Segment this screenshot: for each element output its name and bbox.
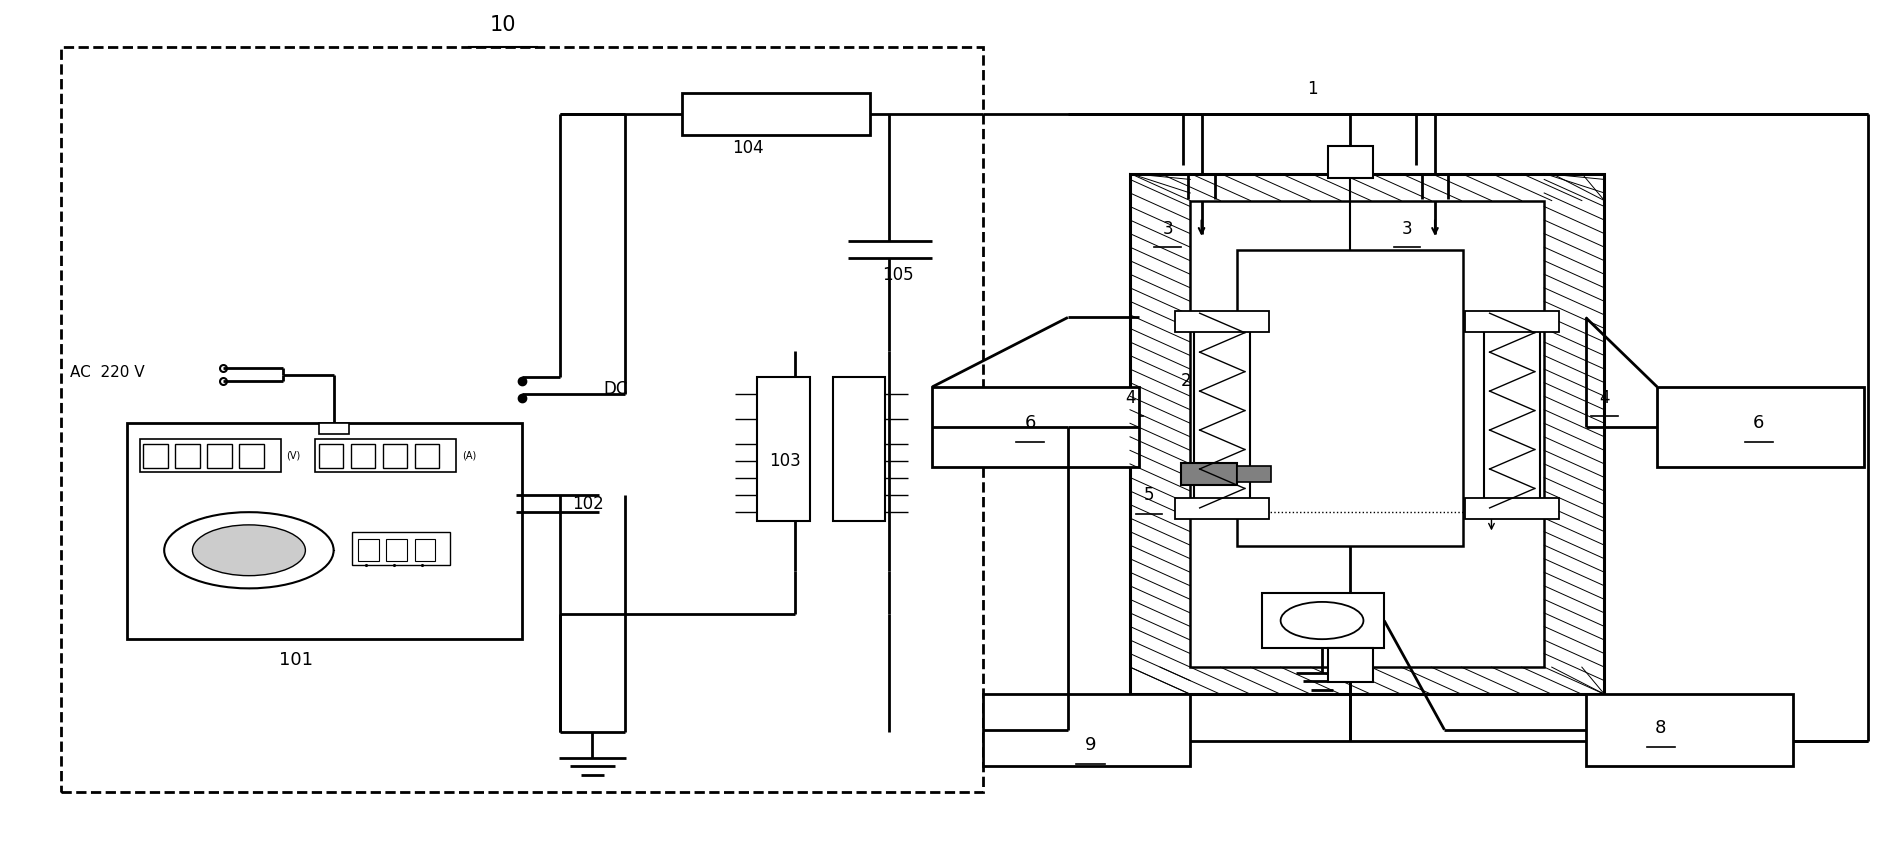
Bar (1261, 593, 1384, 647)
Circle shape (1280, 602, 1363, 640)
Text: 9: 9 (1085, 736, 1097, 754)
Bar (350, 445, 374, 469)
Bar (61, 46, 983, 792)
Text: 3: 3 (1401, 220, 1413, 238)
Bar (1466, 310, 1560, 332)
Bar (314, 439, 456, 471)
Bar (414, 540, 435, 561)
Text: 105: 105 (883, 266, 913, 284)
Bar (127, 423, 522, 640)
Bar (208, 445, 233, 469)
Text: (A): (A) (461, 451, 477, 461)
Bar (1174, 310, 1269, 332)
Bar (1327, 145, 1373, 178)
Text: 4: 4 (1125, 389, 1135, 407)
Bar (352, 533, 450, 564)
Bar (1131, 174, 1604, 694)
Bar (357, 540, 378, 561)
Bar (1237, 467, 1271, 481)
Text: 2: 2 (1182, 372, 1191, 390)
Bar (386, 540, 407, 561)
Text: 3: 3 (1163, 220, 1172, 238)
Text: 8: 8 (1655, 719, 1666, 737)
Text: 103: 103 (770, 452, 802, 470)
Bar (176, 445, 200, 469)
Text: (V): (V) (287, 451, 301, 461)
Text: 6: 6 (1025, 415, 1036, 433)
Circle shape (165, 512, 333, 588)
Bar (832, 377, 885, 521)
Bar (240, 445, 265, 469)
Bar (1327, 647, 1373, 681)
Text: 104: 104 (732, 139, 764, 157)
Bar (756, 377, 809, 521)
Bar (1587, 694, 1793, 766)
Circle shape (193, 525, 304, 575)
Bar (382, 445, 407, 469)
Text: 1: 1 (1307, 80, 1318, 97)
Bar (318, 423, 348, 434)
Text: 5: 5 (1144, 486, 1154, 504)
Bar (1193, 313, 1250, 508)
Text: 6: 6 (1753, 415, 1764, 433)
Bar (1466, 498, 1560, 519)
Bar (318, 445, 342, 469)
Bar (932, 386, 1140, 468)
Text: 102: 102 (571, 495, 603, 513)
Bar (144, 445, 168, 469)
Text: DC: DC (603, 380, 628, 398)
Bar (1189, 201, 1545, 667)
Text: 101: 101 (280, 652, 314, 669)
Bar (1180, 463, 1237, 485)
Bar (414, 445, 439, 469)
Bar (1484, 313, 1541, 508)
Bar (983, 694, 1189, 766)
Text: 7: 7 (1314, 617, 1326, 635)
Text: 4: 4 (1600, 389, 1609, 407)
Bar (1657, 386, 1865, 468)
Text: 10: 10 (490, 15, 516, 35)
Bar (1174, 498, 1269, 519)
Bar (683, 93, 870, 135)
Bar (140, 439, 282, 471)
Text: AC  220 V: AC 220 V (70, 365, 146, 380)
Bar (1237, 250, 1464, 546)
